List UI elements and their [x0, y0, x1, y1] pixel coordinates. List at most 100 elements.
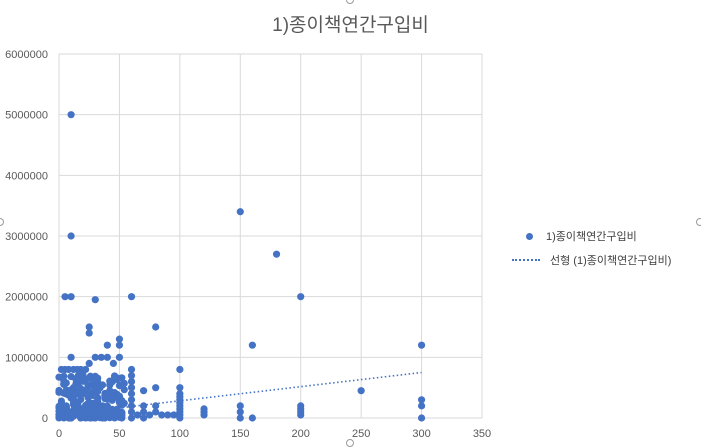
data-point [108, 389, 116, 397]
data-point [55, 414, 63, 422]
data-point [248, 341, 256, 349]
data-point [200, 411, 208, 419]
data-point [77, 377, 85, 385]
data-point [152, 323, 160, 331]
data-point [81, 365, 90, 374]
legend-trendline-label: 선형 (1)종이책연간구입비) [550, 255, 672, 267]
data-point [248, 414, 256, 422]
data-point [57, 399, 66, 407]
data-point [67, 386, 75, 394]
data-point [94, 397, 102, 406]
data-point [140, 408, 148, 416]
x-tick-label: 300 [412, 428, 430, 440]
data-point [297, 411, 305, 419]
y-tick-label: 1000000 [5, 352, 48, 364]
data-point [176, 365, 184, 374]
data-point [109, 359, 117, 367]
data-point [152, 408, 160, 416]
data-point [127, 408, 136, 416]
y-tick-labels: 0 1000000 2000000 3000000 4000000 5000000 6000… [5, 49, 48, 425]
y-tick-label: 4000000 [5, 170, 48, 182]
data-point [297, 293, 305, 301]
y-tick-label: 6000000 [5, 49, 48, 61]
data-point [417, 414, 426, 422]
data-point [106, 411, 114, 420]
resize-handle-bottom[interactable] [346, 439, 354, 447]
y-tick-label: 5000000 [5, 110, 48, 122]
data-points [57, 111, 426, 422]
trendline [58, 371, 422, 416]
x-tick-label: 50 [113, 428, 125, 440]
y-tick-label: 2000000 [5, 292, 48, 304]
data-point [115, 341, 124, 349]
data-point [272, 250, 281, 258]
data-point [127, 378, 136, 386]
x-tick-label: 100 [171, 428, 189, 440]
x-tick-label: 0 [56, 428, 62, 440]
data-point [127, 293, 136, 301]
data-point [140, 414, 148, 422]
data-point [77, 391, 85, 400]
x-tick-label: 250 [352, 428, 370, 440]
x-tick-label: 150 [231, 428, 249, 440]
y-tick-label: 3000000 [5, 231, 48, 243]
data-point [417, 396, 426, 404]
data-point [55, 373, 63, 381]
data-point [69, 412, 78, 420]
data-point [127, 371, 136, 380]
data-point [236, 408, 244, 416]
legend-marker-dotted-line [512, 259, 540, 261]
data-point [55, 386, 63, 395]
data-point [120, 386, 128, 394]
data-point [84, 399, 92, 408]
chart-title: 1)종이책연간구입비 [272, 15, 429, 36]
data-point [65, 408, 73, 416]
data-point [115, 353, 124, 361]
data-point [67, 111, 75, 119]
dense-cluster [55, 372, 128, 422]
trendline-line [58, 371, 422, 416]
data-point [133, 411, 142, 419]
legend-series-label: 1)종이책연간구입비 [546, 231, 637, 243]
data-point [357, 387, 365, 395]
x-tick-label: 350 [473, 428, 491, 440]
data-point [110, 373, 119, 381]
data-point [152, 402, 160, 410]
legend-item-trendline: 선형 (1)종이책연간구입비) [512, 250, 672, 270]
x-tick-label: 200 [292, 428, 310, 440]
data-point [236, 414, 244, 422]
data-point [103, 341, 111, 349]
data-point [120, 379, 128, 387]
gridlines [58, 53, 483, 419]
legend-marker-dot [526, 232, 533, 240]
data-point [140, 402, 148, 410]
x-tick-labels: 0 50 100 150 200 250 300 350 [56, 428, 491, 440]
data-point [140, 387, 148, 395]
data-point [85, 323, 93, 331]
data-point [85, 329, 93, 337]
data-point [113, 393, 121, 402]
data-point [158, 411, 166, 419]
data-point [176, 414, 184, 422]
data-point [146, 411, 154, 419]
data-point [417, 402, 426, 410]
data-point [61, 293, 69, 301]
data-point [91, 376, 99, 384]
data-point [91, 385, 99, 393]
data-point [77, 409, 85, 417]
resize-handle-right[interactable] [696, 218, 701, 226]
data-point [91, 409, 99, 417]
data-point [101, 392, 109, 400]
data-point [72, 403, 80, 411]
legend-item-series: 1)종이책연간구입비 [520, 226, 671, 246]
data-point [91, 296, 99, 304]
data-point [170, 411, 178, 419]
data-point [62, 379, 70, 387]
data-point [417, 341, 426, 349]
data-point [81, 386, 90, 394]
data-point [106, 381, 114, 389]
data-point [118, 409, 126, 417]
data-point [97, 353, 105, 361]
